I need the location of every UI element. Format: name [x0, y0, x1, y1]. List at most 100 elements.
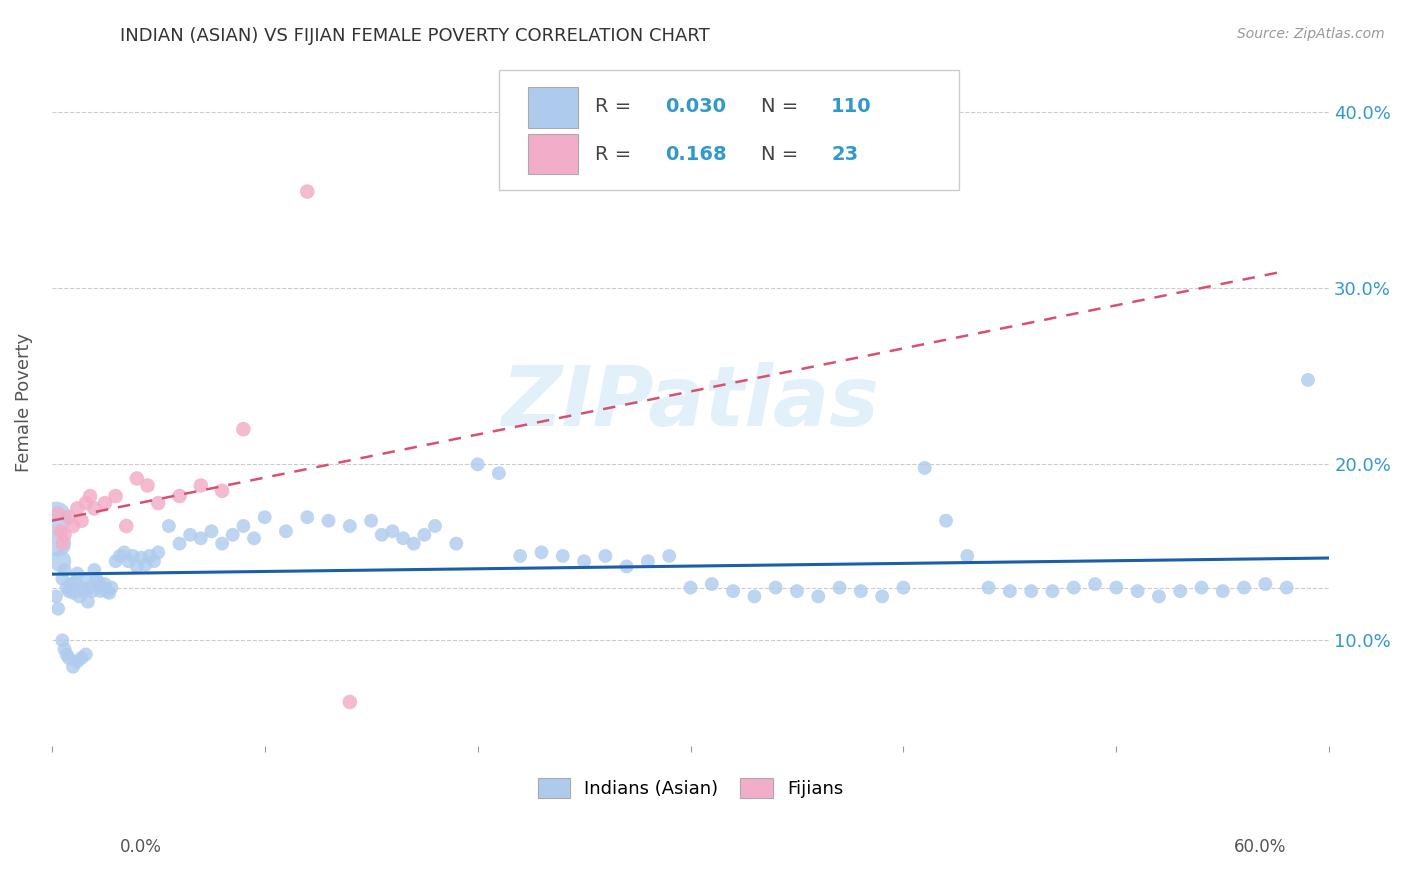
Point [53, 642, 76, 657]
Point [63, 575, 86, 590]
Point [49, 554, 72, 568]
Point [744, 590, 766, 604]
Text: 23: 23 [831, 145, 858, 164]
Point [75, 648, 97, 662]
Point [637, 554, 659, 568]
Point [360, 514, 382, 528]
Point [125, 559, 148, 574]
Point [169, 536, 191, 550]
Point [77, 595, 100, 609]
Point [75, 496, 97, 510]
Point [253, 510, 276, 524]
Point [1275, 581, 1298, 595]
Point [98, 586, 121, 600]
Point [136, 478, 159, 492]
Point [86, 572, 108, 586]
Point [1233, 581, 1256, 595]
Text: R =: R = [595, 145, 631, 164]
Point [849, 584, 872, 599]
Point [1254, 577, 1277, 591]
Text: N =: N = [761, 97, 799, 116]
Text: R =: R = [595, 97, 631, 116]
Point [179, 528, 201, 542]
Point [62, 519, 84, 533]
Point [70, 581, 93, 595]
Text: 0.030: 0.030 [665, 97, 725, 116]
Text: INDIAN (ASIAN) VS FIJIAN FEMALE POVERTY CORRELATION CHART: INDIAN (ASIAN) VS FIJIAN FEMALE POVERTY … [120, 27, 709, 45]
Point [1147, 590, 1170, 604]
Text: 60.0%: 60.0% [1234, 838, 1286, 856]
Point [318, 514, 340, 528]
Point [55, 581, 77, 595]
Point [339, 519, 361, 533]
Point [58, 584, 80, 599]
Point [58, 651, 80, 665]
Text: ZIPatlas: ZIPatlas [502, 362, 879, 443]
Point [190, 478, 212, 492]
Point [117, 554, 139, 568]
Point [530, 545, 553, 559]
Point [100, 581, 122, 595]
Text: 0.168: 0.168 [665, 145, 727, 164]
Point [87, 575, 110, 590]
Point [243, 531, 266, 545]
FancyBboxPatch shape [529, 134, 578, 174]
Point [73, 584, 96, 599]
Point [998, 584, 1021, 599]
Point [381, 524, 404, 539]
Text: N =: N = [761, 145, 799, 164]
Point [297, 185, 319, 199]
Text: 0.0%: 0.0% [120, 838, 162, 856]
Point [509, 549, 531, 563]
Point [446, 536, 468, 550]
Point [658, 549, 681, 563]
Point [413, 528, 436, 542]
Point [232, 519, 254, 533]
Point [83, 563, 105, 577]
Point [90, 584, 112, 599]
Point [148, 545, 170, 559]
Point [46, 601, 69, 615]
Point [70, 514, 93, 528]
Point [51, 536, 73, 550]
Point [45, 590, 67, 604]
Point [807, 590, 830, 604]
Point [62, 586, 84, 600]
Point [551, 549, 574, 563]
Point [51, 572, 73, 586]
Point [190, 531, 212, 545]
Point [121, 549, 143, 563]
Point [169, 489, 191, 503]
Point [125, 471, 148, 485]
Point [721, 584, 744, 599]
Text: Source: ZipAtlas.com: Source: ZipAtlas.com [1237, 27, 1385, 41]
Point [595, 549, 617, 563]
Point [62, 660, 84, 674]
Y-axis label: Female Poverty: Female Poverty [15, 334, 32, 473]
Point [51, 633, 73, 648]
Point [274, 524, 297, 539]
Point [66, 566, 89, 581]
Point [82, 584, 104, 599]
Point [870, 590, 893, 604]
Point [700, 577, 723, 591]
Point [572, 554, 595, 568]
Point [157, 519, 180, 533]
Point [49, 524, 72, 539]
Point [79, 581, 101, 595]
Point [134, 558, 156, 572]
Point [488, 466, 510, 480]
Point [339, 695, 361, 709]
Point [765, 581, 787, 595]
Point [211, 536, 233, 550]
Point [679, 581, 702, 595]
Point [129, 550, 152, 565]
Point [53, 528, 76, 542]
Point [55, 648, 77, 662]
Point [83, 501, 105, 516]
Point [423, 519, 446, 533]
Point [104, 489, 127, 503]
Point [1191, 581, 1213, 595]
FancyBboxPatch shape [529, 87, 578, 128]
Point [1063, 581, 1085, 595]
